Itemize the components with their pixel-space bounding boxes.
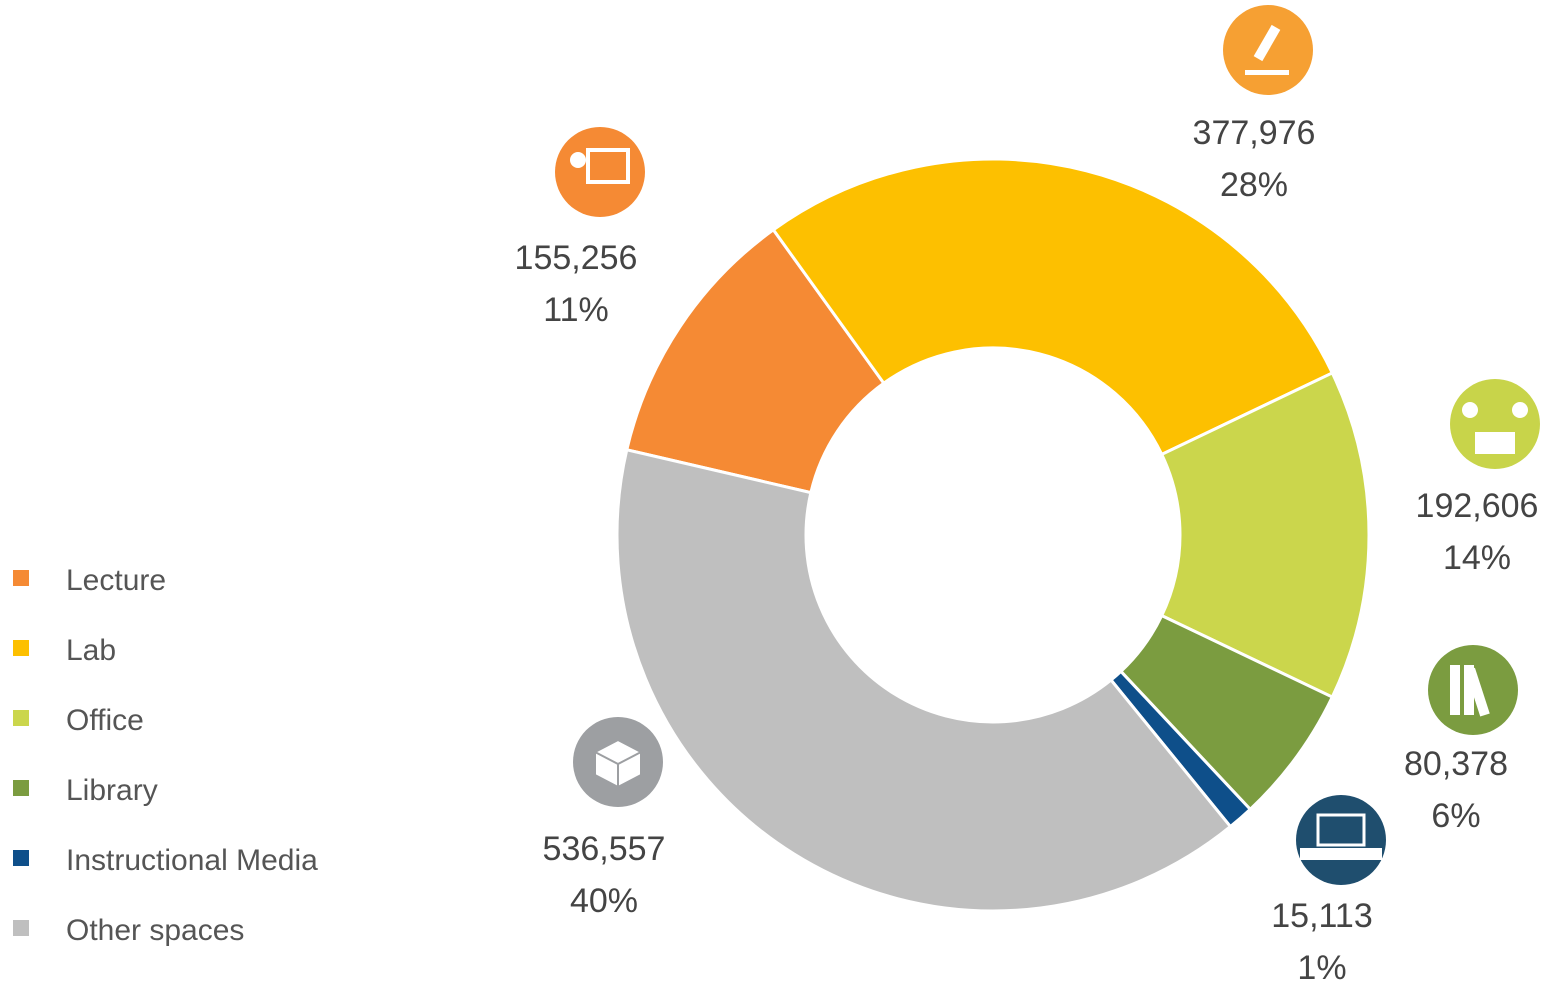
lab-icon-scope — [1253, 24, 1281, 62]
office-icon-person — [1462, 402, 1478, 418]
donut-segment — [615, 447, 1233, 913]
library-icon-book — [1465, 667, 1490, 717]
icons — [555, 5, 1540, 885]
lecture-icon-board — [586, 148, 630, 184]
office-icon-person — [1512, 402, 1528, 418]
value-label: 80,378 — [1404, 745, 1508, 783]
value-label: 155,256 — [515, 239, 638, 277]
donut-segment — [771, 157, 1335, 457]
donut-segment — [1159, 370, 1371, 700]
percent-label: 40% — [570, 882, 638, 920]
legend-swatch — [13, 710, 29, 726]
other-icon-box — [592, 738, 644, 789]
legend-swatch — [13, 570, 29, 586]
library-icon-book — [1450, 665, 1460, 715]
value-label: 536,557 — [543, 830, 666, 868]
percent-label: 14% — [1443, 539, 1511, 577]
value-label: 15,113 — [1271, 897, 1372, 935]
office-icon-desk — [1475, 432, 1515, 454]
legend-label: Library — [66, 774, 158, 807]
legend-swatch — [13, 640, 29, 656]
media-icon — [1296, 795, 1386, 885]
legend-label: Office — [66, 704, 144, 737]
legend-label: Instructional Media — [66, 844, 318, 877]
percent-label: 1% — [1297, 949, 1346, 987]
library-icon-book — [1464, 665, 1474, 715]
media-icon-seats — [1300, 848, 1382, 860]
legend-swatch — [13, 920, 29, 936]
legend-swatch — [13, 780, 29, 796]
legend-swatch — [13, 850, 29, 866]
value-label: 192,606 — [1416, 487, 1539, 525]
percent-label: 28% — [1220, 166, 1288, 204]
legend-label: Lecture — [66, 564, 166, 597]
value-label: 377,976 — [1193, 114, 1316, 152]
legend-label: Lab — [66, 634, 116, 667]
legend-label: Other spaces — [66, 914, 244, 947]
lecture-icon — [555, 127, 645, 217]
lecture-icon-head — [570, 152, 586, 168]
lab-icon-base — [1245, 70, 1289, 75]
percent-label: 11% — [543, 291, 609, 329]
percent-label: 6% — [1431, 797, 1480, 835]
media-icon-screen — [1316, 813, 1366, 847]
office-icon — [1450, 379, 1540, 469]
